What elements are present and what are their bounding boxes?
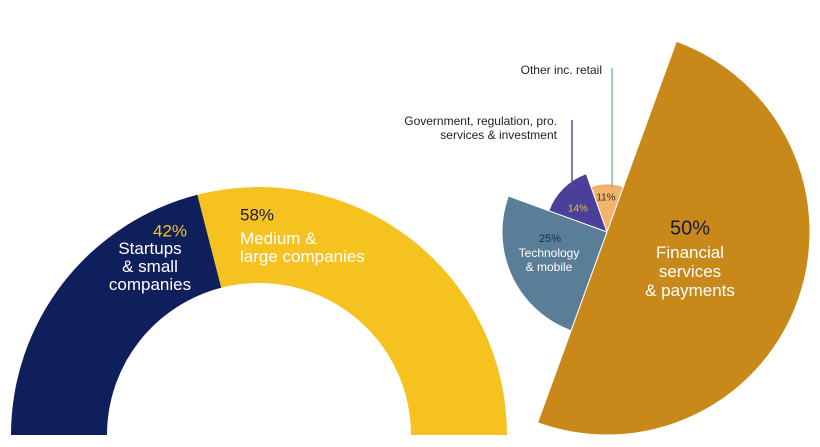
category-label: Government, regulation, pro. services & i… — [404, 114, 557, 142]
donut-segment — [11, 194, 222, 435]
category-label: Medium & large companies — [240, 229, 365, 266]
value-label: 25% — [539, 233, 561, 245]
value-label: 14% — [568, 204, 588, 215]
value-label: 11% — [596, 193, 615, 204]
pie-slice — [536, 40, 811, 436]
category-label: Financial services & payments — [645, 243, 735, 300]
category-label: Startups & small companies — [109, 239, 191, 294]
value-label: 42% — [153, 221, 187, 240]
pie-slice — [501, 195, 608, 332]
value-label: 50% — [670, 217, 710, 239]
value-label: 58% — [240, 205, 274, 224]
category-label: Technology & mobile — [519, 246, 580, 274]
donut-segment — [197, 187, 508, 435]
category-label: Other inc. retail — [521, 63, 602, 77]
pie-slice — [548, 172, 608, 233]
